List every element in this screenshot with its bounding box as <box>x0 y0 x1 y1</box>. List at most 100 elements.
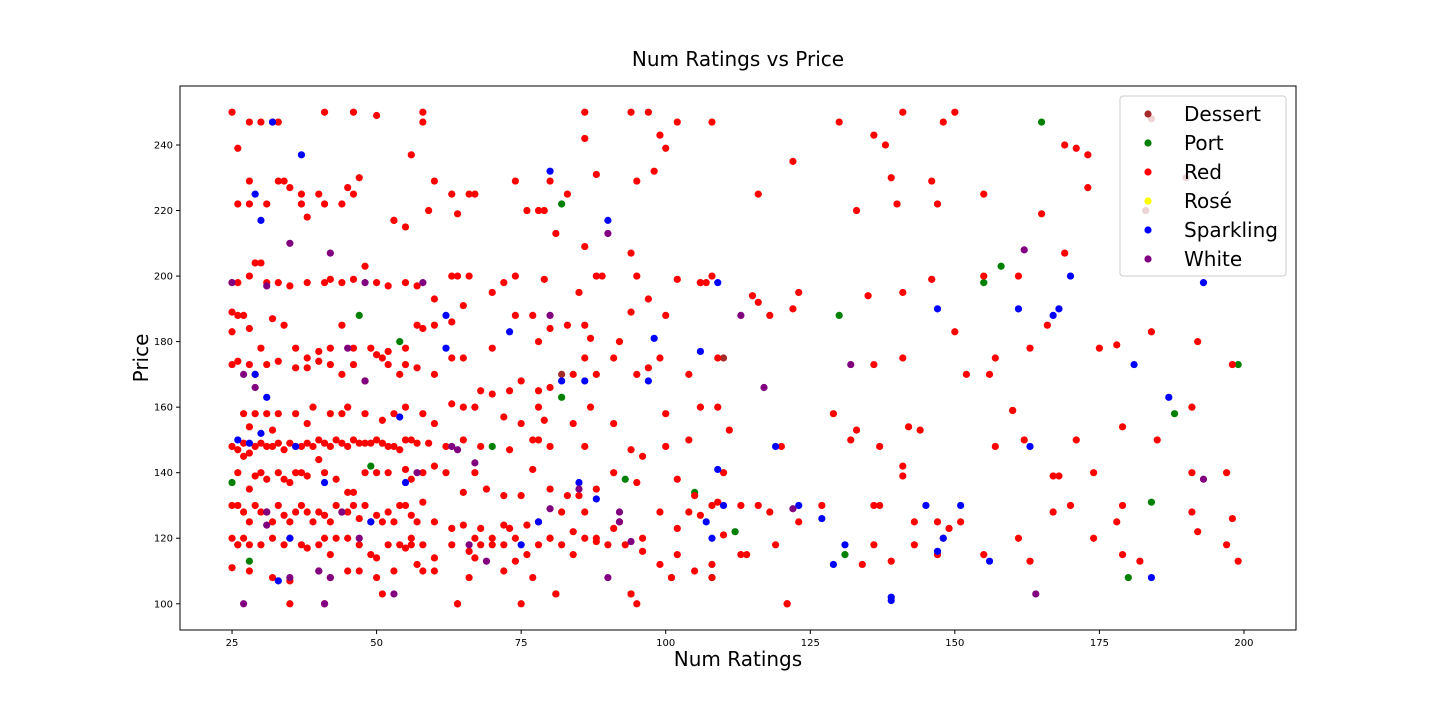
data-point <box>610 469 618 477</box>
data-point <box>401 544 410 552</box>
data-point <box>286 478 294 487</box>
data-point <box>644 364 652 372</box>
data-point <box>234 469 242 477</box>
data-point <box>378 439 386 447</box>
data-point <box>980 551 988 559</box>
data-point <box>315 567 323 575</box>
data-point <box>1194 338 1202 346</box>
data-point <box>1118 501 1127 510</box>
data-point <box>355 514 363 523</box>
data-point <box>396 446 404 454</box>
data-point <box>326 344 334 352</box>
data-point <box>384 541 392 549</box>
data-point <box>384 442 392 451</box>
data-point <box>401 223 410 231</box>
data-point <box>309 518 317 526</box>
legend-marker <box>1144 226 1152 234</box>
data-point <box>581 354 589 362</box>
data-point <box>523 521 531 529</box>
data-point <box>338 200 346 208</box>
data-point <box>268 573 277 582</box>
data-point <box>419 498 427 506</box>
data-point <box>344 183 352 192</box>
data-point <box>558 200 566 208</box>
data-point <box>465 190 473 198</box>
data-point <box>355 541 363 549</box>
data-point <box>714 465 722 474</box>
data-point <box>1165 393 1173 401</box>
legend-frame <box>1119 95 1287 277</box>
data-point <box>373 573 381 582</box>
data-point <box>401 403 410 411</box>
y-tick-label: 240 <box>154 140 173 151</box>
data-point <box>286 573 294 582</box>
data-point <box>315 508 323 516</box>
data-point <box>245 557 253 565</box>
data-point <box>691 492 699 500</box>
data-point <box>523 551 531 559</box>
y-tick-label: 220 <box>154 206 173 217</box>
data-point <box>627 249 635 257</box>
data-point <box>569 370 577 378</box>
data-point <box>240 452 248 460</box>
data-point <box>228 501 236 510</box>
data-point <box>1170 410 1179 418</box>
data-point <box>251 501 259 510</box>
data-point <box>696 279 705 287</box>
data-point <box>534 541 543 549</box>
data-point <box>413 469 421 477</box>
data-point <box>534 387 543 395</box>
data-point <box>245 541 253 549</box>
data-point <box>378 354 386 362</box>
data-point <box>719 501 728 510</box>
data-point <box>1037 210 1046 218</box>
data-point <box>315 190 323 198</box>
data-point <box>234 541 242 549</box>
data-point <box>870 541 878 549</box>
data-point <box>263 282 271 290</box>
data-point <box>627 446 635 454</box>
legend-items: Dessert Port Red Rosé Sparkling White <box>1144 102 1278 271</box>
data-point <box>257 216 265 224</box>
data-point <box>292 410 300 418</box>
data-point <box>696 403 705 411</box>
data-point <box>1113 518 1121 526</box>
data-point <box>274 439 282 447</box>
data-point <box>303 364 311 372</box>
data-point <box>569 419 577 428</box>
data-point <box>373 279 381 287</box>
data-point <box>725 426 733 434</box>
data-point <box>546 442 554 451</box>
data-point <box>563 492 572 500</box>
data-point <box>228 108 236 116</box>
data-point <box>274 410 282 418</box>
data-point <box>558 370 566 378</box>
data-point <box>442 469 450 477</box>
data-point <box>945 524 953 533</box>
data-point <box>465 541 473 549</box>
data-point <box>546 383 554 392</box>
data-point <box>933 518 942 526</box>
data-point <box>286 439 294 447</box>
data-point <box>488 344 496 352</box>
data-point <box>430 567 439 575</box>
data-point <box>401 344 410 352</box>
data-point <box>251 472 259 480</box>
data-point <box>315 455 323 464</box>
data-point <box>355 311 363 319</box>
data-point <box>529 465 537 474</box>
data-point <box>257 469 265 477</box>
data-point <box>373 436 381 444</box>
data-point <box>673 524 681 533</box>
data-point <box>390 567 398 575</box>
data-point <box>268 534 277 542</box>
data-point <box>234 357 242 365</box>
data-point <box>292 364 300 372</box>
data-point <box>1147 498 1156 506</box>
data-point <box>558 377 566 385</box>
data-point <box>789 305 797 313</box>
data-point <box>615 338 624 346</box>
data-point <box>957 518 965 526</box>
data-point <box>234 436 242 444</box>
data-point <box>1026 344 1034 352</box>
